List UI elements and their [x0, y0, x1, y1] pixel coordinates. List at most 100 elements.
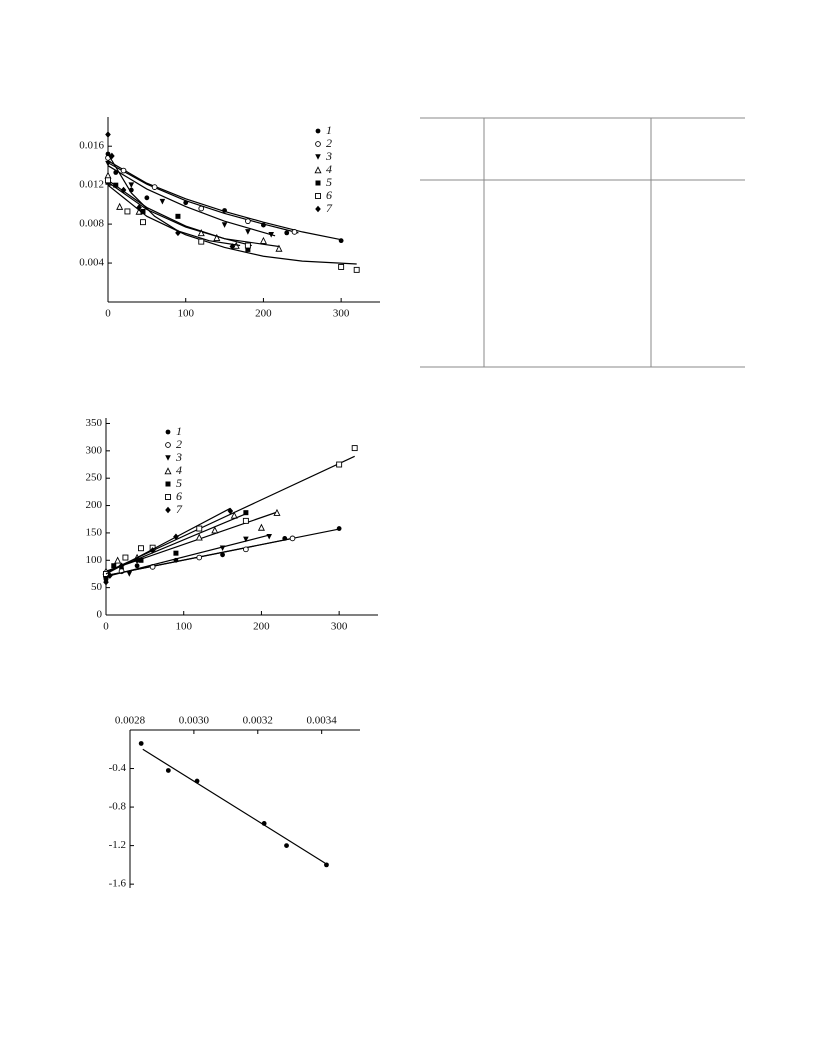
legend-entry: 4 [314, 162, 332, 176]
x-tick-label: 0.0030 [179, 715, 210, 727]
x-tick-label: 0.0034 [307, 715, 338, 727]
marker [138, 545, 144, 552]
fit-line [105, 511, 278, 572]
y-tick-label: 250 [86, 472, 103, 484]
fit-line [107, 179, 252, 247]
marker [105, 177, 111, 184]
marker [284, 230, 290, 236]
fit-line [107, 181, 280, 248]
marker [338, 238, 344, 244]
marker [243, 510, 249, 516]
marker [266, 533, 272, 540]
y-tick-label: 0.016 [79, 140, 104, 152]
marker [219, 545, 226, 552]
marker [289, 535, 296, 542]
fit-line [142, 748, 326, 864]
marker [103, 578, 109, 586]
marker [105, 160, 111, 167]
legend-symbol [165, 506, 171, 514]
marker [140, 208, 146, 214]
legend-entry: 6 [165, 489, 182, 503]
marker [198, 238, 205, 245]
legend-entry: 3 [165, 450, 182, 464]
legend-symbol [165, 494, 171, 500]
legend-symbol [315, 141, 321, 147]
marker [120, 167, 127, 174]
marker [144, 195, 150, 201]
legend-label: 3 [175, 450, 182, 464]
marker [353, 266, 360, 273]
marker [261, 821, 267, 826]
legend-symbol [164, 467, 172, 475]
legend-symbol [315, 128, 321, 134]
marker [242, 517, 249, 524]
y-tick-label: 150 [86, 526, 103, 538]
legend-entry: 2 [165, 437, 182, 451]
marker [173, 550, 179, 556]
marker [194, 778, 200, 784]
marker [275, 244, 283, 252]
marker [107, 572, 113, 579]
x-tick-label: 100 [175, 621, 192, 633]
legend-label: 4 [326, 162, 332, 176]
legend-entry: 7 [315, 201, 333, 215]
x-tick-label: 300 [333, 308, 350, 320]
fit-line [105, 534, 270, 578]
x-tick-label: 300 [331, 621, 348, 633]
marker [222, 208, 227, 213]
marker [105, 131, 111, 138]
legend-entry: 5 [315, 175, 332, 189]
marker [291, 229, 298, 235]
marker [138, 557, 144, 563]
y-tick-label: -1.6 [109, 878, 127, 890]
marker [244, 242, 251, 249]
fit-line [105, 507, 231, 575]
marker [118, 562, 125, 570]
marker [149, 547, 156, 554]
legend-label: 2 [176, 437, 182, 451]
marker [175, 229, 181, 237]
legend-label: 1 [326, 123, 332, 137]
marker [243, 546, 249, 553]
legend-label: 2 [326, 136, 332, 150]
legend-symbol [165, 429, 171, 435]
marker [120, 186, 127, 194]
marker [220, 552, 225, 558]
legend-label: 1 [176, 424, 182, 438]
legend-entry: 5 [165, 476, 182, 490]
y-tick-label: 0 [97, 609, 103, 621]
legend-label: 6 [326, 188, 332, 202]
marker [151, 184, 158, 190]
marker [245, 246, 251, 252]
x-tick-label: 200 [253, 621, 270, 633]
legend-label: 3 [325, 149, 332, 163]
marker [159, 198, 166, 205]
marker [128, 182, 135, 188]
marker [196, 554, 203, 561]
marker [198, 205, 205, 212]
legend-entry: 1 [315, 123, 332, 137]
marker [113, 182, 119, 188]
legend-symbol [315, 193, 321, 199]
marker [284, 843, 289, 849]
marker [211, 526, 219, 534]
marker [126, 571, 133, 577]
y-tick-label: 0.008 [79, 218, 104, 230]
marker [140, 219, 146, 226]
marker [175, 213, 181, 219]
marker [257, 523, 265, 531]
legend-label: 7 [326, 201, 333, 215]
chart: 0.0028 0.0030 0.0032 0.0034 -0.4 -0.8 -1.2 -1.6 [109, 715, 360, 890]
marker [221, 222, 228, 228]
marker [173, 533, 179, 541]
marker [122, 554, 129, 561]
y-tick-label: 200 [86, 499, 103, 511]
y-tick-label: 100 [86, 554, 103, 566]
marker [114, 556, 122, 564]
legend-entry: 2 [315, 136, 332, 150]
legend-symbol [315, 154, 321, 160]
legend-symbol [314, 166, 322, 174]
x-tick-label: 0 [103, 621, 109, 633]
y-tick-label: -0.8 [109, 801, 127, 813]
